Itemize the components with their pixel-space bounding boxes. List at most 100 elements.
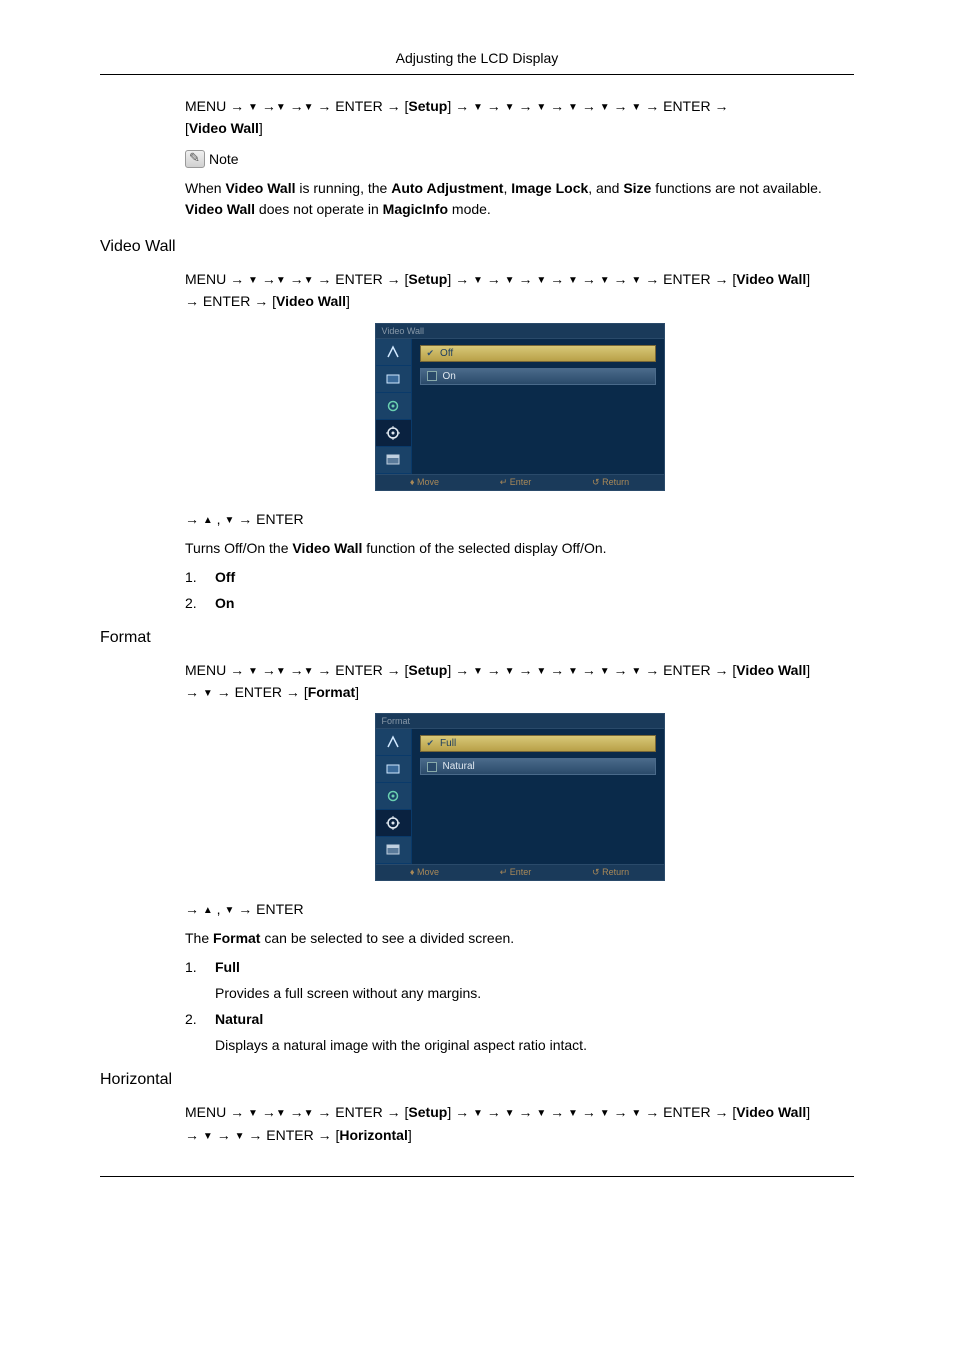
osd-option: On	[420, 368, 656, 385]
arrow-icon: →	[230, 662, 248, 678]
list-num: 1.	[185, 959, 215, 1001]
osd-sidebar-icon-2	[376, 756, 412, 783]
path-videowall: Video Wall	[276, 293, 346, 309]
down-icon: ▼	[600, 275, 610, 286]
down-icon: ▼	[600, 1108, 610, 1119]
down-icon: ▼	[248, 1108, 258, 1119]
arrow-icon: →	[387, 1104, 405, 1120]
osd-sidebar-icon-3	[376, 783, 412, 810]
t: is running, the	[295, 180, 391, 196]
path-menu: MENU	[185, 271, 226, 287]
t: functions are not available.	[651, 180, 821, 196]
down-icon: ▼	[568, 102, 578, 113]
path-enter: ENTER	[663, 98, 710, 114]
t: MagicInfo	[383, 201, 448, 217]
arrow-icon: →	[714, 271, 732, 287]
osd-sidebar-icon-5	[376, 447, 412, 474]
path-menu: MENU	[185, 662, 226, 678]
list-item: 2. Natural Displays a natural image with…	[185, 1011, 854, 1053]
arrow-icon: →	[387, 98, 405, 114]
format-menu-path: MENU → ▼ →▼ →▼ → ENTER → [Setup] → ▼ → ▼…	[185, 659, 854, 704]
path-enter: ENTER	[663, 271, 710, 287]
t: Format	[213, 930, 260, 946]
note-icon	[185, 150, 205, 168]
arrow-icon: →	[582, 1104, 600, 1120]
down-icon: ▼	[276, 275, 286, 286]
osd-option-selected: ✔ Full	[420, 735, 656, 752]
down-icon: ▼	[568, 666, 578, 677]
osd-sidebar-icon-1	[376, 729, 412, 756]
note-paragraph: When Video Wall is running, the Auto Adj…	[185, 178, 854, 220]
osd-footer-return: ↺ Return	[592, 867, 629, 878]
path-setup: Setup	[408, 98, 447, 114]
arrow-icon: →	[185, 1127, 203, 1143]
osd-sidebar-icon-3	[376, 393, 412, 420]
osd-sidebar-icon-1	[376, 339, 412, 366]
arrow-icon: →	[455, 98, 473, 114]
arrow-icon: →	[518, 271, 536, 287]
arrow-icon: →	[185, 511, 203, 527]
page-header: Adjusting the LCD Display	[100, 50, 854, 66]
arrow-icon: →	[645, 662, 663, 678]
osd-format-wrapper: Format ✔ Full Natural	[185, 713, 854, 881]
format-options-list: 1. Full Provides a full screen without a…	[185, 959, 854, 1053]
down-icon: ▼	[631, 102, 641, 113]
list-num: 2.	[185, 1011, 215, 1053]
arrow-icon: →	[262, 271, 276, 287]
path-enter: ENTER	[203, 293, 250, 309]
section-title-videowall: Video Wall	[100, 238, 854, 256]
path-enter: ENTER	[256, 901, 303, 917]
horizontal-block: MENU → ▼ →▼ →▼ → ENTER → [Setup] → ▼ → ▼…	[185, 1101, 854, 1146]
arrow-icon: →	[185, 901, 203, 917]
down-icon: ▼	[304, 1108, 314, 1119]
osd-option-label: On	[443, 371, 456, 382]
path-videowall: Video Wall	[736, 271, 806, 287]
down-icon: ▼	[248, 666, 258, 677]
list-num: 1.	[185, 569, 215, 585]
path-horizontal: Horizontal	[339, 1127, 407, 1143]
arrow-icon: →	[518, 662, 536, 678]
down-icon: ▼	[473, 666, 483, 677]
osd-sidebar-icon-5	[376, 837, 412, 864]
path-enter: ENTER	[335, 662, 382, 678]
osd-panel: Format ✔ Full Natural	[375, 713, 665, 881]
path-videowall: Video Wall	[189, 120, 259, 136]
arrow-icon: →	[550, 662, 568, 678]
arrow-icon: →	[550, 271, 568, 287]
box-icon	[427, 371, 437, 381]
osd-videowall-wrapper: Video Wall ✔ Off On	[185, 323, 854, 491]
osd-sidebar-icon-4	[376, 420, 412, 447]
check-icon: ✔	[427, 738, 435, 749]
down-icon: ▼	[600, 102, 610, 113]
path-videowall: Video Wall	[736, 1104, 806, 1120]
arrow-icon: →	[387, 662, 405, 678]
arrow-icon: →	[645, 1104, 663, 1120]
nav-path: → ▲ , ▼ → ENTER	[185, 899, 854, 920]
osd-main: ✔ Off On	[412, 339, 664, 474]
path-setup: Setup	[408, 271, 447, 287]
path-setup: Setup	[408, 662, 447, 678]
down-icon: ▼	[568, 275, 578, 286]
t: Size	[623, 180, 651, 196]
footer-rule	[100, 1176, 854, 1177]
intro-menu-path: MENU → ▼ →▼ →▼ → ENTER → [Setup] → ▼ → ▼…	[185, 95, 854, 140]
osd-footer-enter: ↵ Enter	[500, 477, 532, 488]
down-icon: ▼	[505, 1108, 515, 1119]
path-enter: ENTER	[266, 1127, 313, 1143]
down-icon: ▼	[276, 102, 286, 113]
down-icon: ▼	[473, 102, 483, 113]
nav-path: → ▲ , ▼ → ENTER	[185, 509, 854, 530]
down-icon: ▼	[473, 1108, 483, 1119]
t: , and	[588, 180, 623, 196]
osd-body: ✔ Off On	[376, 339, 664, 474]
videowall-menu-path: MENU → ▼ →▼ →▼ → ENTER → [Setup] → ▼ → ▼…	[185, 268, 854, 313]
osd-sidebar-icon-2	[376, 366, 412, 393]
down-icon: ▼	[304, 666, 314, 677]
arrow-icon: →	[387, 271, 405, 287]
osd-footer-enter: ↵ Enter	[500, 867, 532, 878]
down-icon: ▼	[631, 666, 641, 677]
section-title-horizontal: Horizontal	[100, 1071, 854, 1089]
osd-sidebar	[376, 339, 412, 474]
arrow-icon: →	[518, 1104, 536, 1120]
arrow-icon: →	[614, 1104, 632, 1120]
